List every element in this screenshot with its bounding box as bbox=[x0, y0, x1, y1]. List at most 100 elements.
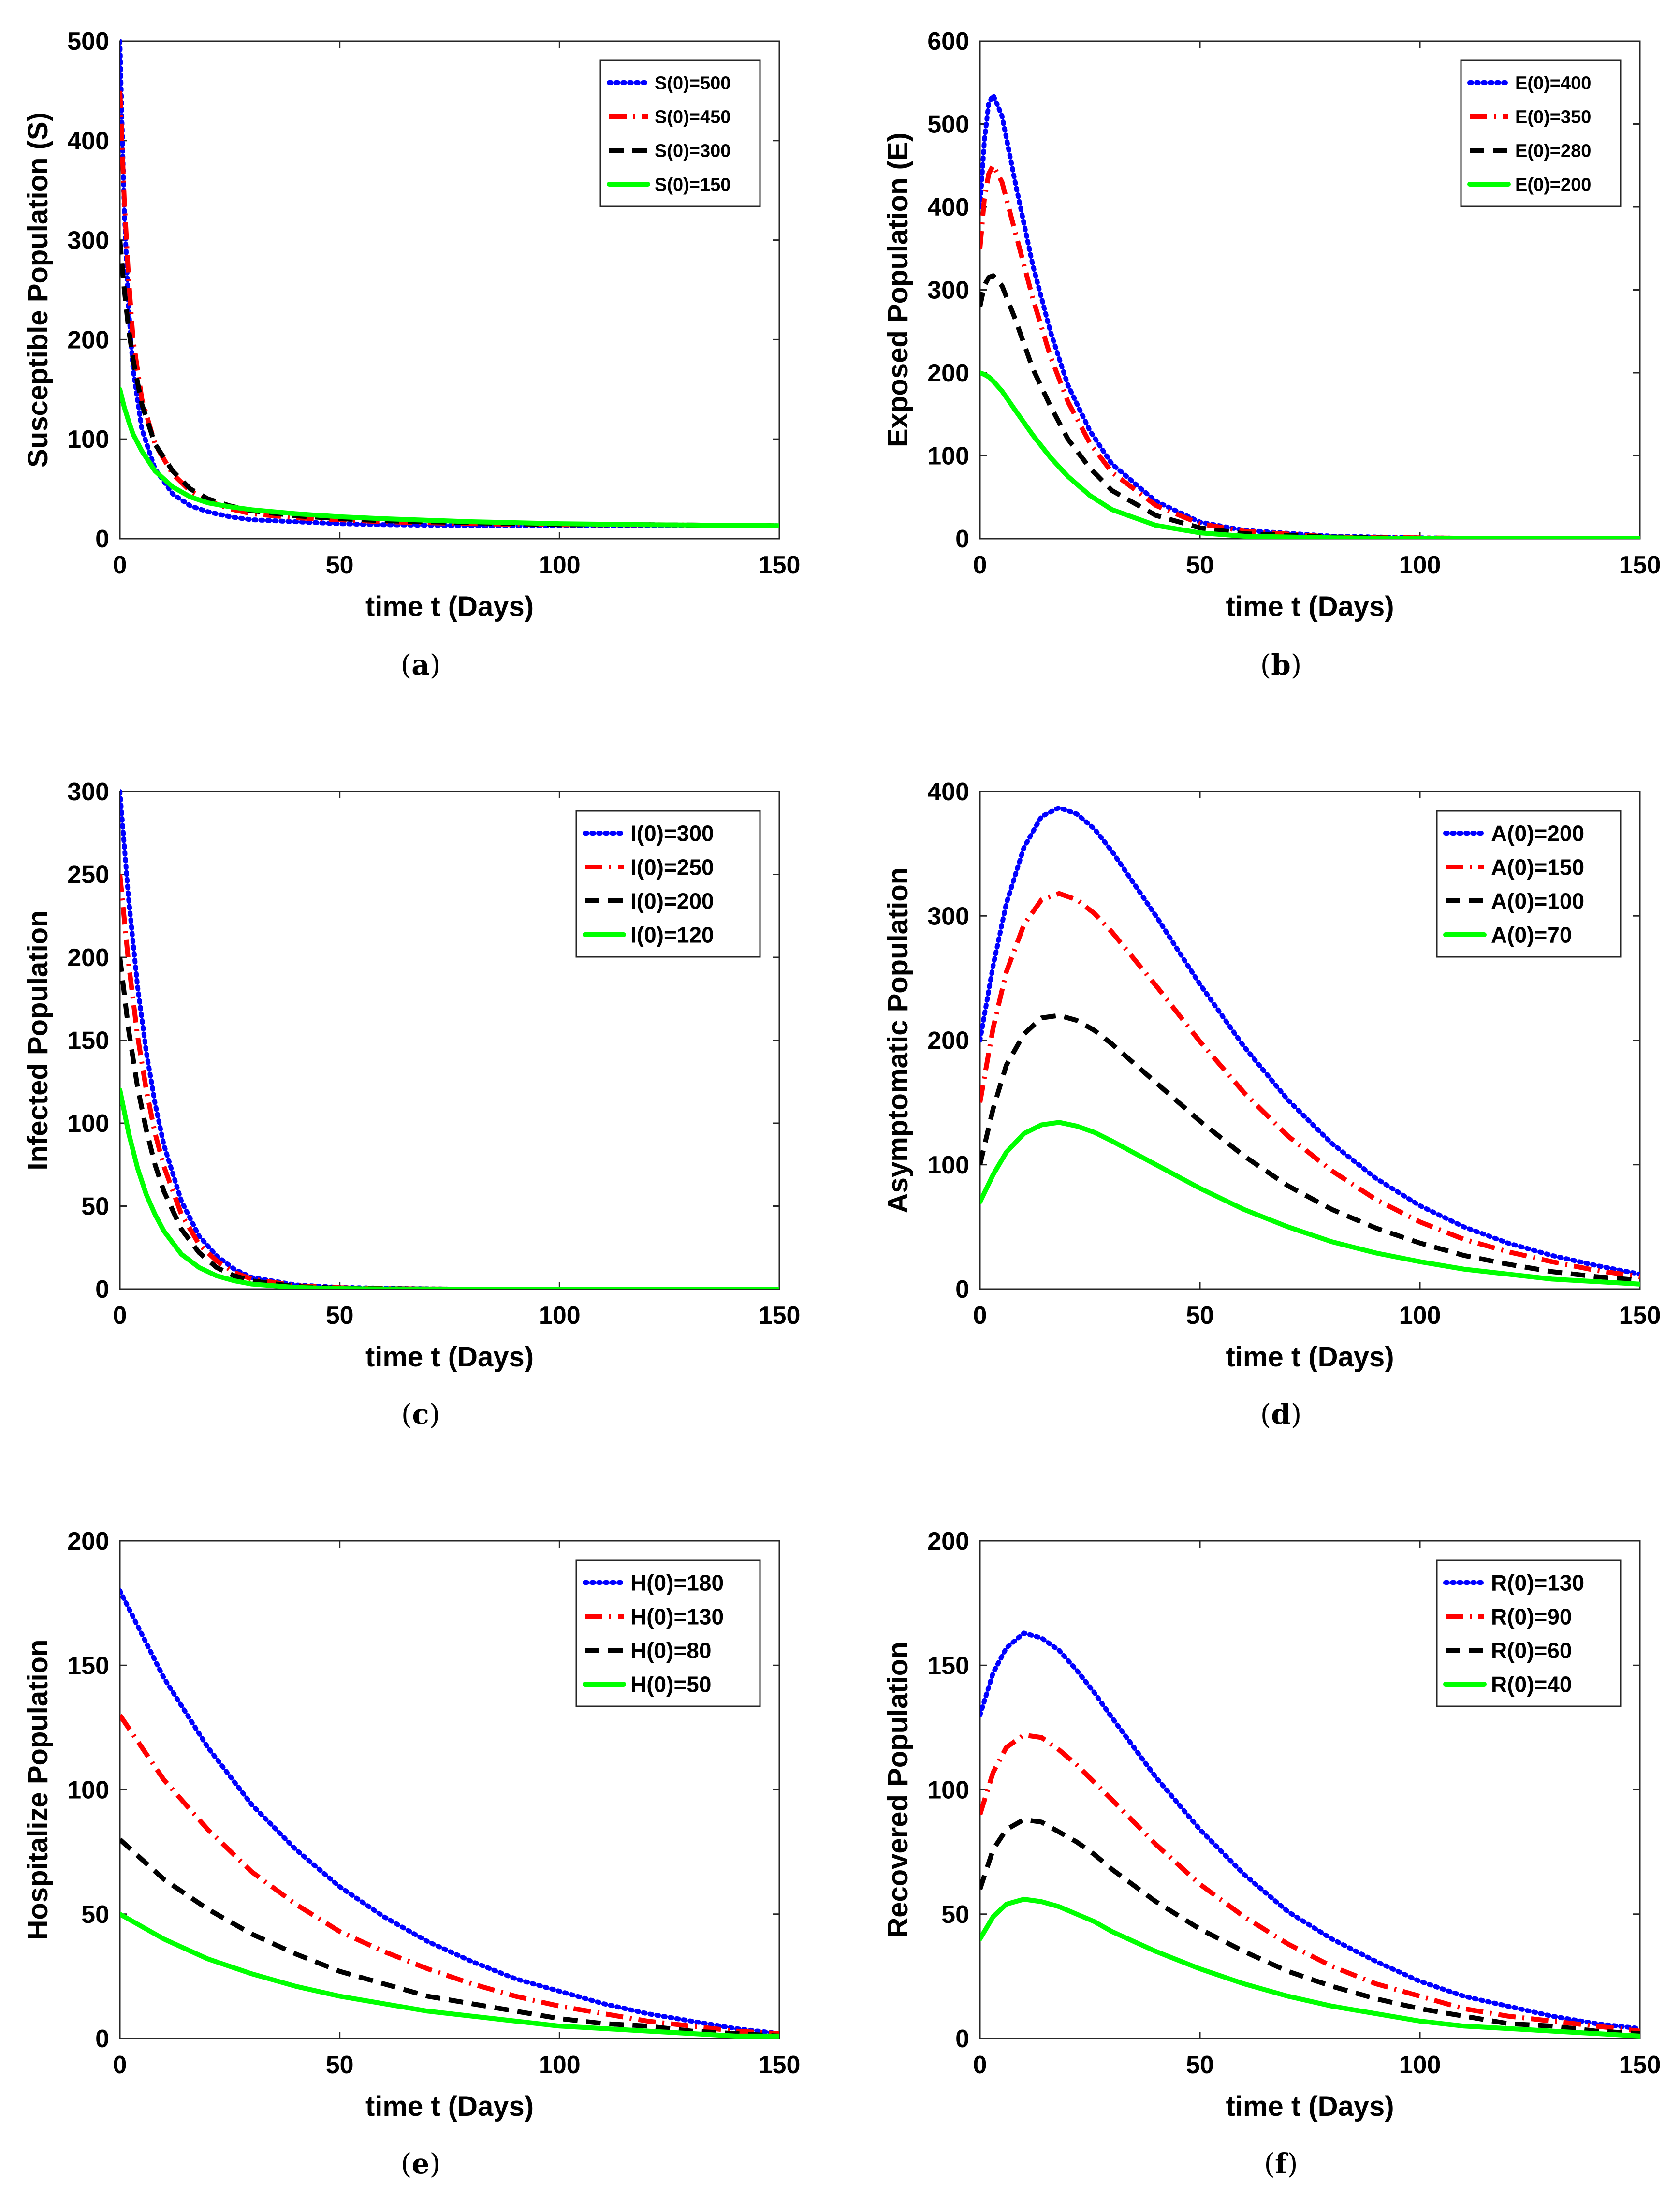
series-line-4 bbox=[120, 387, 779, 528]
y-tick-label: 500 bbox=[67, 28, 109, 56]
y-axis-label: Hospitalize Population bbox=[22, 1640, 54, 1940]
y-tick-label: 100 bbox=[67, 1776, 109, 1804]
series-group bbox=[980, 92, 1640, 539]
x-tick-label: 100 bbox=[539, 1302, 581, 1330]
series-group bbox=[120, 1588, 779, 2039]
y-tick-label: 100 bbox=[927, 1151, 969, 1179]
x-tick-label: 50 bbox=[326, 551, 354, 579]
series-group bbox=[120, 39, 779, 528]
y-axis-label: Infected Population bbox=[22, 910, 54, 1170]
legend-entry: A(0)=100 bbox=[1491, 889, 1584, 914]
legend-entry: S(0)=500 bbox=[655, 73, 730, 94]
x-tick-label: 50 bbox=[326, 2051, 354, 2079]
x-tick-label: 0 bbox=[973, 1302, 987, 1330]
series-line-3 bbox=[980, 273, 1640, 539]
x-axis-label: time t (Days) bbox=[1226, 1341, 1394, 1373]
y-tick-label: 0 bbox=[955, 525, 969, 553]
legend-entry: I(0)=250 bbox=[630, 855, 714, 880]
y-tick-label: 400 bbox=[927, 778, 969, 806]
series-group bbox=[120, 789, 779, 1289]
y-tick-label: 0 bbox=[955, 1276, 969, 1304]
y-axis-label: Exposed Population (E) bbox=[882, 132, 914, 447]
chart-panel-e: 0 50 100 150 0 50 100 150 200 time t (Days) Hospit… bbox=[22, 1527, 800, 2180]
legend-entry: H(0)=180 bbox=[630, 1570, 724, 1596]
panel-caption-letter: d bbox=[1271, 1398, 1291, 1431]
legend-entry: R(0)=130 bbox=[1491, 1570, 1584, 1596]
series-group bbox=[980, 1630, 1640, 2039]
legend-entry: S(0)=300 bbox=[655, 141, 730, 161]
x-tick-label: 50 bbox=[1186, 1302, 1214, 1330]
x-tick-label: 0 bbox=[973, 551, 987, 579]
y-tick-label: 300 bbox=[927, 277, 969, 305]
x-tick-label: 100 bbox=[1399, 551, 1441, 579]
y-tick-label: 150 bbox=[67, 1652, 109, 1680]
chart-panel-b: 0 50 100 150 0 100 200 300 400 500 600 time t (Days… bbox=[882, 28, 1661, 681]
panel-caption-letter: f bbox=[1275, 2147, 1289, 2180]
legend: H(0)=180 H(0)=130 H(0)=80 H(0)=50 bbox=[575, 1559, 761, 1707]
chart-panel-c: 0 50 100 150 0 50 100 150 200 250 300 time t (Days)… bbox=[22, 778, 800, 1431]
y-tick-label: 500 bbox=[927, 111, 969, 139]
x-tick-label: 0 bbox=[113, 551, 127, 579]
y-tick-label: 50 bbox=[941, 1901, 969, 1929]
legend-entry: E(0)=350 bbox=[1515, 107, 1591, 128]
legend-entry: A(0)=150 bbox=[1491, 855, 1584, 880]
legend-entry: I(0)=200 bbox=[630, 889, 714, 914]
x-tick-label: 100 bbox=[539, 2051, 581, 2079]
legend-entry: H(0)=130 bbox=[630, 1604, 724, 1629]
series-line-4 bbox=[980, 1896, 1640, 2039]
panel-caption: (e) bbox=[401, 2147, 440, 2180]
legend-entry: S(0)=150 bbox=[655, 175, 730, 195]
y-tick-label: 400 bbox=[927, 193, 969, 221]
series-line-1 bbox=[980, 805, 1640, 1277]
y-tick-label: 600 bbox=[927, 28, 969, 56]
series-line-3 bbox=[120, 1837, 779, 2039]
y-tick-label: 300 bbox=[67, 778, 109, 806]
x-tick-label: 150 bbox=[1619, 551, 1661, 579]
legend-entry: H(0)=50 bbox=[630, 1672, 711, 1697]
x-tick-label: 100 bbox=[1399, 1302, 1441, 1330]
x-tick-label: 50 bbox=[1186, 551, 1214, 579]
y-tick-label: 300 bbox=[67, 227, 109, 255]
panel-caption-letter: e bbox=[412, 2147, 430, 2180]
y-tick-label: 50 bbox=[81, 1193, 109, 1221]
series-line-4 bbox=[980, 1120, 1640, 1287]
series-line-2 bbox=[980, 1732, 1640, 2034]
chart-panel-f: 0 50 100 150 0 50 100 150 200 time t (Days) Recove… bbox=[882, 1527, 1661, 2180]
legend-entry: S(0)=450 bbox=[655, 107, 730, 128]
y-tick-label: 0 bbox=[95, 525, 109, 553]
y-tick-label: 100 bbox=[67, 425, 109, 454]
legend-entry: E(0)=280 bbox=[1515, 141, 1591, 161]
legend-entry: I(0)=300 bbox=[630, 821, 714, 846]
y-tick-label: 200 bbox=[927, 1527, 969, 1555]
series-line-1 bbox=[120, 1588, 779, 2036]
x-tick-label: 100 bbox=[539, 551, 581, 579]
y-axis-label: Asymptomatic Population bbox=[882, 867, 914, 1213]
x-tick-label: 50 bbox=[1186, 2051, 1214, 2079]
legend-entry: R(0)=90 bbox=[1491, 1604, 1572, 1629]
y-tick-label: 200 bbox=[927, 1027, 969, 1055]
legend: E(0)=400 E(0)=350 E(0)=280 E(0)=200 bbox=[1460, 59, 1622, 207]
x-tick-label: 0 bbox=[973, 2051, 987, 2079]
legend-entry: I(0)=120 bbox=[630, 923, 714, 948]
x-tick-label: 50 bbox=[326, 1302, 354, 1330]
y-tick-label: 400 bbox=[67, 127, 109, 155]
series-line-1 bbox=[980, 1630, 1640, 2031]
x-tick-label: 0 bbox=[113, 1302, 127, 1330]
y-tick-label: 200 bbox=[67, 1527, 109, 1555]
x-tick-label: 150 bbox=[759, 551, 801, 579]
x-tick-label: 150 bbox=[1619, 2051, 1661, 2079]
y-tick-label: 200 bbox=[67, 944, 109, 972]
panel-caption: (a) bbox=[401, 648, 441, 681]
legend-entry: H(0)=80 bbox=[630, 1638, 711, 1663]
x-tick-label: 100 bbox=[1399, 2051, 1441, 2079]
x-axis-label: time t (Days) bbox=[365, 2091, 534, 2122]
legend-entry: E(0)=400 bbox=[1515, 73, 1591, 94]
legend-entry: E(0)=200 bbox=[1515, 175, 1591, 195]
y-tick-label: 200 bbox=[67, 326, 109, 354]
panel-caption: (b) bbox=[1260, 648, 1302, 681]
x-axis-label: time t (Days) bbox=[1226, 591, 1394, 622]
chart-panel-a: 0 50 100 150 0 100 200 300 400 500 time t (Days) Su… bbox=[22, 28, 800, 681]
legend-entry: A(0)=70 bbox=[1491, 923, 1572, 948]
legend-entry: R(0)=60 bbox=[1491, 1638, 1572, 1663]
